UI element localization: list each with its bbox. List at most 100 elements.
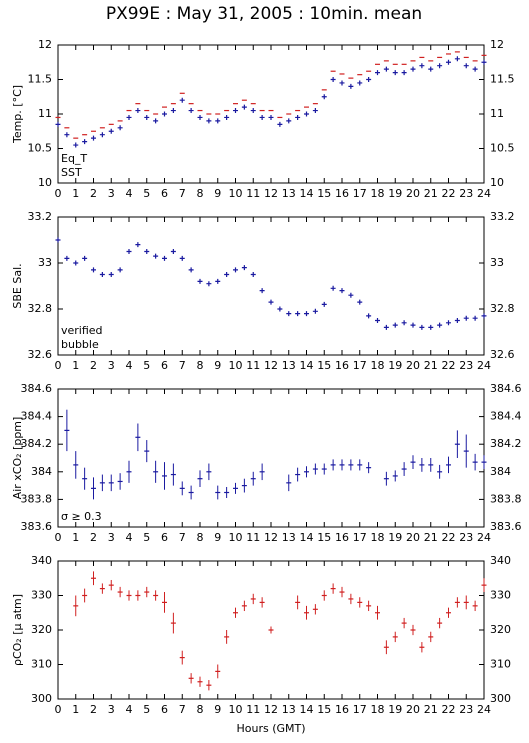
x-tick-label: 8 bbox=[197, 359, 204, 372]
x-tick-label: 8 bbox=[197, 703, 204, 716]
y-tick-label: 384.4 bbox=[21, 410, 53, 423]
y-tick-label: 33 bbox=[490, 256, 504, 269]
x-tick-label: 10 bbox=[229, 531, 243, 544]
x-tick-label: 5 bbox=[143, 531, 150, 544]
data-point bbox=[73, 142, 79, 148]
data-point bbox=[366, 77, 372, 82]
data-point bbox=[215, 278, 221, 284]
data-point bbox=[268, 114, 274, 120]
x-tick-label: 6 bbox=[161, 703, 168, 716]
data-point bbox=[55, 237, 61, 243]
x-tick-label: 3 bbox=[108, 531, 115, 544]
data-point bbox=[304, 111, 309, 117]
x-tick-label: 22 bbox=[442, 359, 456, 372]
data-point bbox=[206, 281, 212, 287]
y-tick-label: 12 bbox=[490, 38, 504, 51]
y-tick-label: 33.2 bbox=[28, 210, 53, 223]
x-tick-label: 15 bbox=[317, 359, 331, 372]
x-tick-label: 10 bbox=[229, 703, 243, 716]
data-point bbox=[153, 253, 159, 259]
x-tick-label: 16 bbox=[335, 187, 349, 200]
x-tick-label: 11 bbox=[246, 359, 260, 372]
x-tick-label: 12 bbox=[264, 359, 278, 372]
data-point bbox=[454, 56, 460, 62]
x-tick-label: 6 bbox=[161, 531, 168, 544]
x-tick-label: 23 bbox=[459, 187, 473, 200]
x-tick-label: 16 bbox=[335, 703, 349, 716]
x-tick-label: 21 bbox=[424, 187, 438, 200]
y-axis-label: Temp. [°C] bbox=[11, 85, 24, 144]
x-tick-label: 15 bbox=[317, 187, 331, 200]
data-point bbox=[233, 108, 238, 114]
data-point bbox=[463, 63, 469, 69]
data-point bbox=[259, 288, 265, 294]
data-point bbox=[348, 292, 354, 298]
y-tick-label: 383.6 bbox=[21, 520, 53, 533]
x-tick-label: 24 bbox=[477, 187, 491, 200]
data-point bbox=[472, 315, 478, 321]
x-tick-label: 22 bbox=[442, 703, 456, 716]
data-point bbox=[419, 63, 425, 69]
x-tick-label: 1 bbox=[72, 359, 79, 372]
data-point bbox=[348, 83, 354, 89]
y-tick-label: 310 bbox=[31, 658, 52, 671]
legend-entry: bubble bbox=[61, 338, 99, 351]
x-tick-label: 13 bbox=[282, 703, 296, 716]
y-tick-label: 383.8 bbox=[21, 492, 53, 505]
y-tick-label: 10.5 bbox=[28, 142, 53, 155]
x-tick-label: 10 bbox=[229, 359, 243, 372]
data-point bbox=[91, 135, 96, 141]
x-tick-label: 13 bbox=[282, 359, 296, 372]
data-point bbox=[472, 66, 478, 72]
data-point bbox=[428, 324, 434, 330]
x-tick-label: 1 bbox=[72, 703, 79, 716]
data-point bbox=[383, 66, 389, 72]
data-point bbox=[135, 242, 141, 248]
x-tick-label: 5 bbox=[143, 359, 150, 372]
x-axis-label: Hours (GMT) bbox=[236, 722, 305, 735]
x-tick-label: 17 bbox=[353, 187, 367, 200]
x-tick-label: 17 bbox=[353, 531, 367, 544]
data-point bbox=[401, 320, 407, 326]
data-point bbox=[410, 322, 416, 328]
y-tick-label: 340 bbox=[31, 554, 52, 567]
x-tick-label: 8 bbox=[197, 187, 204, 200]
x-tick-label: 24 bbox=[477, 703, 491, 716]
data-point bbox=[91, 267, 96, 273]
x-tick-label: 2 bbox=[90, 703, 97, 716]
y-tick-label: 11 bbox=[38, 107, 52, 120]
x-tick-label: 20 bbox=[406, 359, 420, 372]
data-point bbox=[366, 313, 372, 319]
data-point bbox=[339, 80, 345, 86]
data-point bbox=[117, 267, 123, 273]
x-tick-label: 7 bbox=[179, 359, 186, 372]
x-tick-label: 7 bbox=[179, 531, 186, 544]
y-tick-label: 32.6 bbox=[490, 348, 515, 361]
x-tick-label: 3 bbox=[108, 187, 115, 200]
x-tick-label: 18 bbox=[371, 359, 385, 372]
y-axis-label: ρCO₂ [μ atm] bbox=[11, 594, 24, 666]
data-point bbox=[99, 272, 105, 277]
x-tick-label: 0 bbox=[55, 359, 62, 372]
x-tick-label: 3 bbox=[108, 703, 115, 716]
data-point bbox=[446, 59, 451, 65]
data-point bbox=[162, 255, 167, 261]
x-tick-label: 24 bbox=[477, 531, 491, 544]
y-axis-label: Air xCO₂ [ppm] bbox=[11, 417, 24, 500]
x-tick-label: 1 bbox=[72, 187, 79, 200]
y-tick-label: 33 bbox=[38, 256, 52, 269]
data-point bbox=[286, 118, 292, 124]
data-point bbox=[153, 118, 159, 124]
y-tick-label: 11 bbox=[490, 107, 504, 120]
data-point bbox=[233, 267, 238, 273]
x-tick-label: 10 bbox=[229, 187, 243, 200]
y-tick-label: 384 bbox=[31, 465, 52, 478]
x-tick-label: 12 bbox=[264, 187, 278, 200]
x-tick-label: 13 bbox=[282, 187, 296, 200]
x-tick-label: 20 bbox=[406, 703, 420, 716]
data-point bbox=[446, 320, 451, 326]
data-point bbox=[295, 311, 301, 317]
x-tick-label: 9 bbox=[214, 703, 221, 716]
x-tick-label: 15 bbox=[317, 531, 331, 544]
data-point bbox=[82, 255, 88, 261]
